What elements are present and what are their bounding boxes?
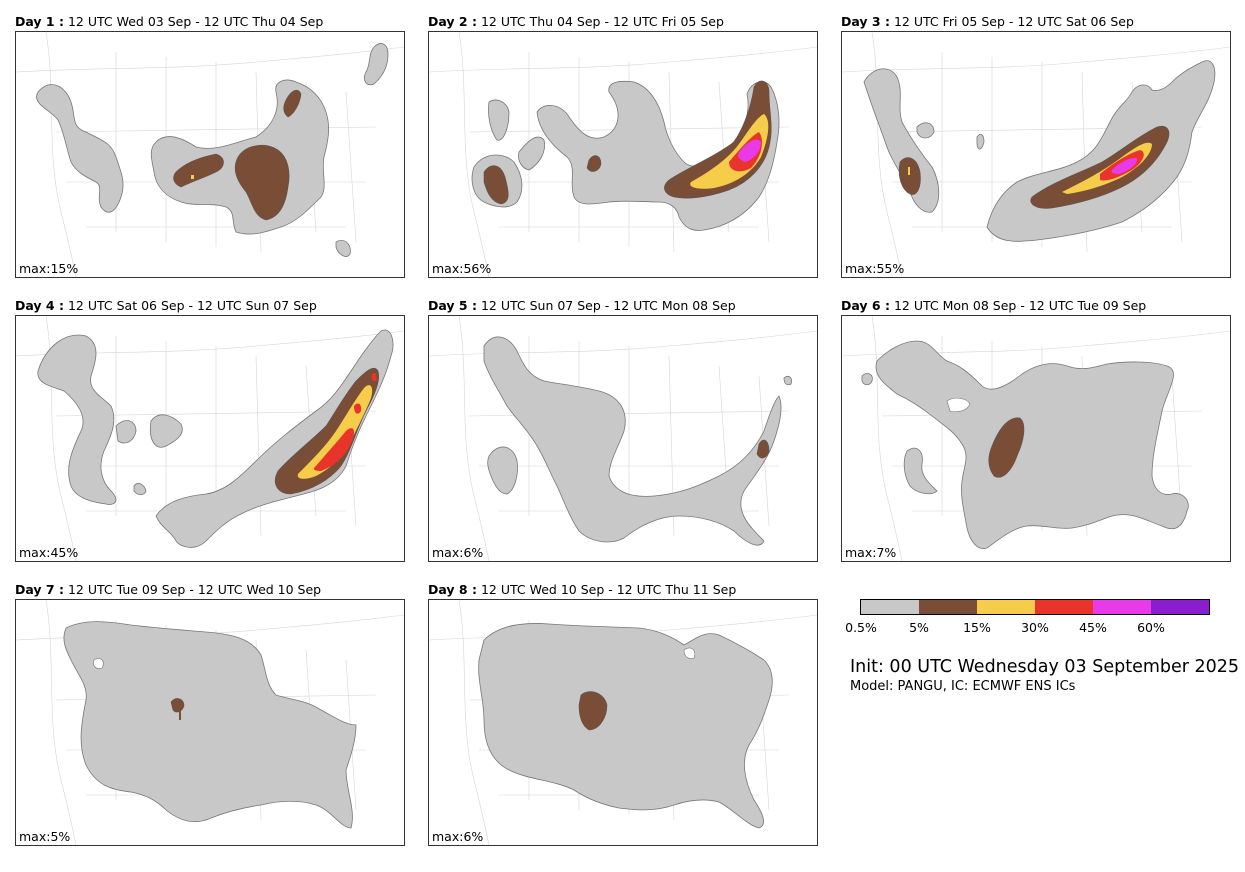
map-svg-day4 bbox=[16, 316, 404, 561]
map-day4: max:45% bbox=[15, 315, 405, 562]
map-svg-day7 bbox=[16, 600, 404, 845]
colorbar-tick-3: 30% bbox=[1021, 620, 1049, 635]
max-label-day8: max:6% bbox=[432, 829, 484, 844]
map-svg-day2 bbox=[429, 32, 817, 277]
panel-title-day4: Day 4 : 12 UTC Sat 06 Sep - 12 UTC Sun 0… bbox=[15, 298, 317, 313]
map-svg-day5 bbox=[429, 316, 817, 561]
colorbar-swatch-3 bbox=[1035, 600, 1093, 614]
panel-title-day2: Day 2 : 12 UTC Thu 04 Sep - 12 UTC Fri 0… bbox=[428, 14, 724, 29]
max-label-day2: max:56% bbox=[432, 261, 492, 276]
map-svg-day3 bbox=[842, 32, 1230, 277]
map-svg-day8 bbox=[429, 600, 817, 845]
init-time-label: Init: 00 UTC Wednesday 03 September 2025 bbox=[850, 657, 1240, 677]
panel-title-day5: Day 5 : 12 UTC Sun 07 Sep - 12 UTC Mon 0… bbox=[428, 298, 736, 313]
panel-title-day6: Day 6 : 12 UTC Mon 08 Sep - 12 UTC Tue 0… bbox=[841, 298, 1147, 313]
map-day1: max:15% bbox=[15, 31, 405, 278]
colorbar-tick-5: 60% bbox=[1137, 620, 1165, 635]
map-day6: max:7% bbox=[841, 315, 1231, 562]
map-day3: max:55% bbox=[841, 31, 1231, 278]
colorbar-swatch-0 bbox=[861, 600, 919, 614]
panel-title-day1: Day 1 : 12 UTC Wed 03 Sep - 12 UTC Thu 0… bbox=[15, 14, 324, 29]
map-day7: max:5% bbox=[15, 599, 405, 846]
panel-title-day7: Day 7 : 12 UTC Tue 09 Sep - 12 UTC Wed 1… bbox=[15, 582, 322, 597]
colorbar-swatch-4 bbox=[1093, 600, 1151, 614]
map-day5: max:6% bbox=[428, 315, 818, 562]
colorbar-tick-1: 5% bbox=[909, 620, 929, 635]
colorbar-swatch-5 bbox=[1151, 600, 1209, 614]
max-label-day4: max:45% bbox=[19, 545, 79, 560]
max-label-day5: max:6% bbox=[432, 545, 484, 560]
panel-title-day8: Day 8 : 12 UTC Wed 10 Sep - 12 UTC Thu 1… bbox=[428, 582, 737, 597]
max-label-day3: max:55% bbox=[845, 261, 905, 276]
map-day2: max:56% bbox=[428, 31, 818, 278]
max-label-day1: max:15% bbox=[19, 261, 79, 276]
colorbar-tick-4: 45% bbox=[1079, 620, 1107, 635]
map-day8: max:6% bbox=[428, 599, 818, 846]
colorbar-swatch-2 bbox=[977, 600, 1035, 614]
panel-title-day3: Day 3 : 12 UTC Fri 05 Sep - 12 UTC Sat 0… bbox=[841, 14, 1134, 29]
map-svg-day6 bbox=[842, 316, 1230, 561]
max-label-day7: max:5% bbox=[19, 829, 71, 844]
probability-colorbar bbox=[860, 599, 1210, 615]
colorbar-swatch-1 bbox=[919, 600, 977, 614]
map-svg-day1 bbox=[16, 32, 404, 277]
colorbar-tick-2: 15% bbox=[963, 620, 991, 635]
max-label-day6: max:7% bbox=[845, 545, 897, 560]
colorbar-tick-0: 0.5% bbox=[845, 620, 877, 635]
model-label: Model: PANGU, IC: ECMWF ENS ICs bbox=[850, 679, 1076, 694]
